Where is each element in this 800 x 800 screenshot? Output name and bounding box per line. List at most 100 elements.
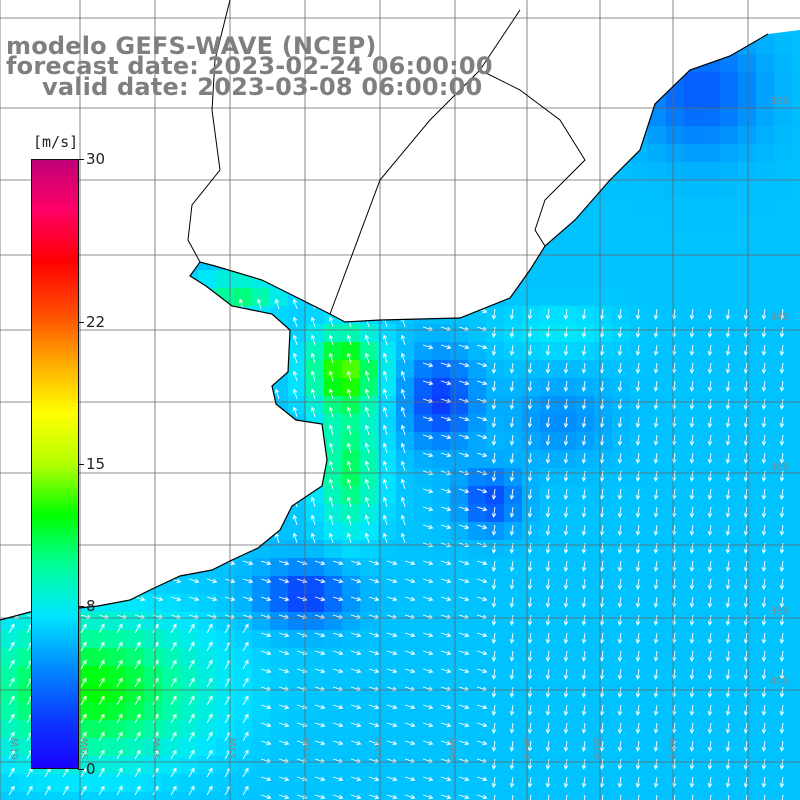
wind-arrow [581,398,587,410]
wind-arrow [653,668,659,680]
wind-arrow [581,308,587,320]
wind-arrow [292,352,298,364]
wind-arrow [400,496,406,508]
wind-speed-cell [306,792,325,800]
latitude-label: 36S [770,462,789,473]
wind-speed-cell [504,522,523,541]
wind-arrow [491,326,497,338]
wind-speed-cell [630,630,649,649]
wind-arrow [368,794,380,800]
wind-arrow [761,452,767,464]
wind-speed-cell [648,738,667,757]
wind-speed-cell [558,648,577,667]
wind-speed-cell [792,504,800,523]
wind-speed-cell [648,378,667,397]
wind-speed-cell [576,702,595,721]
wind-arrow [368,722,380,728]
wind-speed-cell [738,576,757,595]
wind-speed-cell [702,666,721,685]
wind-speed-cell [378,450,397,469]
wind-speed-cell [792,198,800,217]
axis-labels: 61W 59W 57W 55W 53W 51W 49W 47W 45W 43W32S34S36S3… [10,96,789,760]
wind-speed-cell [666,558,685,577]
wind-arrow [98,623,105,634]
wind-speed-cell [540,432,559,451]
wind-arrow [310,514,316,526]
wind-arrow [476,434,488,440]
wind-speed-cell [522,612,541,631]
wind-speed-cell [396,396,415,415]
wind-speed-cell [342,396,361,415]
wind-arrow [545,524,551,536]
wind-arrow [581,740,587,752]
longitude-label: 49W [448,737,459,760]
wind-arrow [509,398,515,410]
wind-speed-cell [738,522,757,541]
wind-speed-cell [666,324,685,343]
wind-arrow [779,452,785,464]
wind-arrow [476,596,488,602]
wind-arrow [386,560,398,566]
wind-arrow [725,722,731,734]
wind-arrow [400,442,406,454]
wind-speed-cell [594,522,613,541]
wind-arrow [599,308,605,320]
wind-speed-cell [720,144,739,163]
wind-speed-cell [738,198,757,217]
wind-arrow [80,623,87,634]
wind-arrow [346,478,352,490]
wind-speed-cell [342,450,361,469]
wind-arrow [346,406,352,418]
wind-arrow [635,740,641,752]
wind-arrow [314,632,326,638]
wind-speed-cell [504,432,523,451]
wind-arrow [292,532,298,544]
wind-arrow [761,434,767,446]
wind-speed-cell [702,522,721,541]
wind-speed-cell [756,648,775,667]
wind-speed-cell [522,666,541,685]
wind-speed-cell [792,144,800,163]
wind-arrow [134,641,141,652]
wind-arrow [80,641,87,652]
wind-speed-cell [756,108,775,127]
wind-arrow [476,632,488,638]
wind-speed-cell [576,630,595,649]
wind-speed-cell [558,360,577,379]
wind-arrow [725,506,731,518]
wind-speed-cell [774,288,793,307]
wind-speed-cell [612,576,631,595]
wind-speed-cell [594,720,613,739]
wind-arrow [527,524,533,536]
wind-arrow [422,740,434,746]
wind-speed-cell [612,720,631,739]
wind-speed-cell [630,468,649,487]
wind-arrow [98,785,105,796]
wind-speed-cell [738,594,757,613]
wind-arrow [400,388,406,400]
wind-arrow [581,344,587,356]
wind-arrow [689,326,695,338]
wind-speed-cell [540,450,559,469]
wind-speed-cell [792,270,800,289]
wind-arrow [116,731,123,742]
wind-arrow [725,416,731,428]
wind-arrow [98,767,105,778]
wind-arrow [206,659,213,670]
wind-arrow [635,650,641,662]
wind-arrow [80,731,87,742]
wind-speed-cell [522,360,541,379]
wind-arrow [761,380,767,392]
wind-arrow [563,416,569,428]
wind-arrow [689,614,695,626]
wind-arrow [761,506,767,518]
wind-arrow [761,308,767,320]
wind-arrow [310,496,316,508]
wind-arrow [116,641,123,652]
wind-arrow [206,749,213,760]
wind-speed-cell [558,702,577,721]
wind-speed-cell [630,504,649,523]
wind-speed-cell [594,666,613,685]
wind-speed-cell [486,666,505,685]
wind-speed-cell [522,288,541,307]
